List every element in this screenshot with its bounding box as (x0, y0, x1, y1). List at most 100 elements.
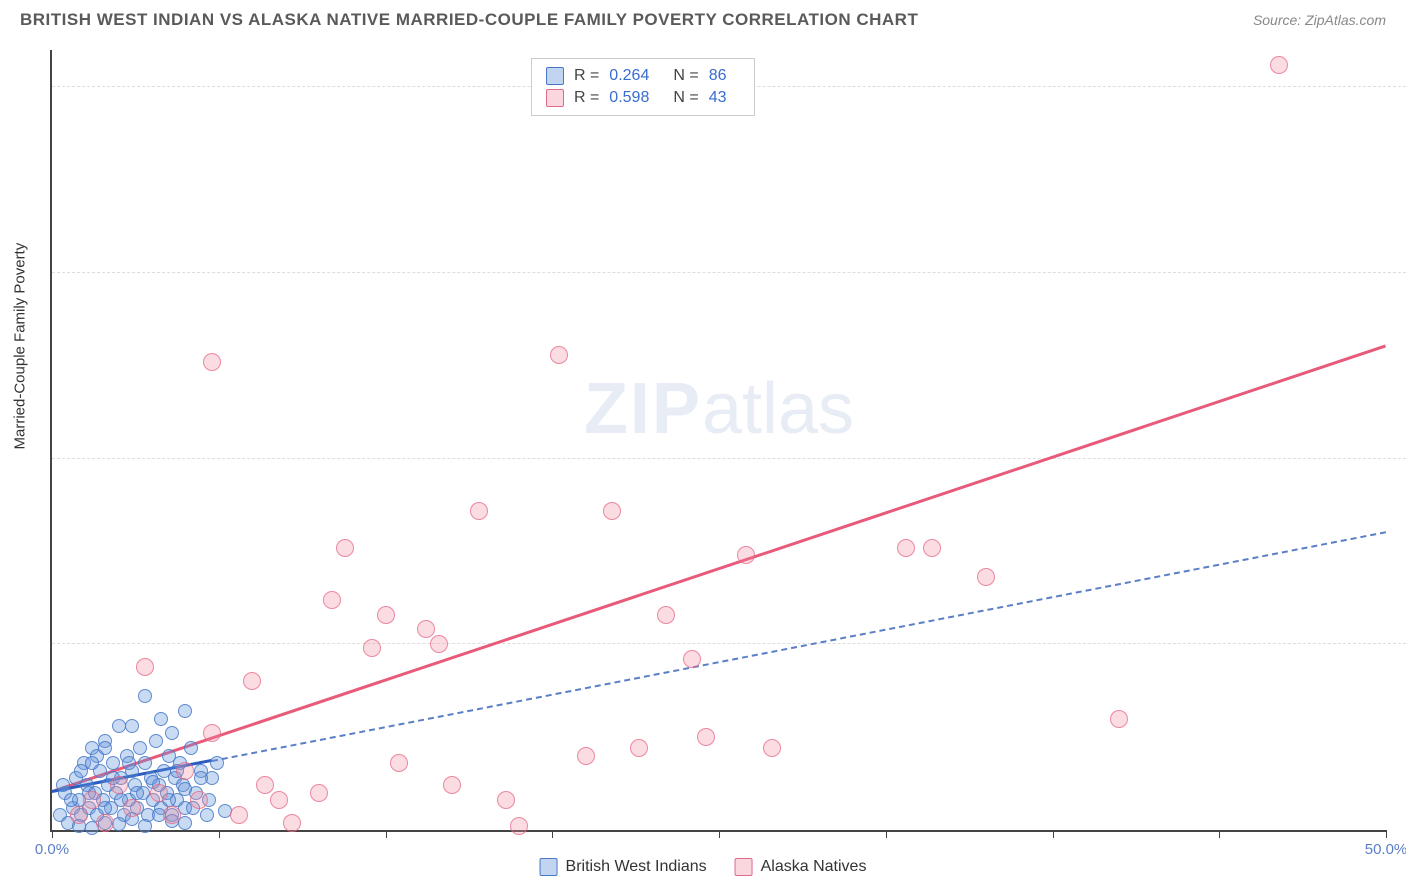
data-point (138, 756, 152, 770)
data-point (417, 620, 435, 638)
stats-row: R = 0.598 N = 43 (546, 87, 741, 109)
data-point (737, 546, 755, 564)
source-attribution: Source: ZipAtlas.com (1253, 12, 1386, 28)
data-point (83, 791, 101, 809)
data-point (133, 741, 147, 755)
swatch-icon (540, 858, 558, 876)
data-point (230, 806, 248, 824)
chart-container: ZIPatlas 25.0%50.0%75.0%100.0%0.0%50.0% … (50, 50, 1386, 832)
watermark: ZIPatlas (584, 368, 854, 450)
data-point (497, 791, 515, 809)
data-point (112, 719, 126, 733)
legend-label: Alaska Natives (761, 858, 867, 876)
data-point (176, 762, 194, 780)
grid-line (52, 643, 1406, 644)
data-point (178, 782, 192, 796)
data-point (184, 741, 198, 755)
data-point (200, 808, 214, 822)
data-point (603, 502, 621, 520)
data-point (657, 606, 675, 624)
legend-label: British West Indians (566, 858, 707, 876)
bottom-legend: British West Indians Alaska Natives (540, 858, 867, 876)
legend-item: British West Indians (540, 858, 707, 876)
data-point (178, 704, 192, 718)
data-point (150, 784, 168, 802)
swatch-icon (546, 89, 564, 107)
data-point (763, 739, 781, 757)
data-point (363, 639, 381, 657)
x-tick (1053, 830, 1054, 838)
stats-legend-box: R = 0.264 N = 86 R = 0.598 N = 43 (531, 58, 756, 116)
data-point (138, 819, 152, 833)
data-point (270, 791, 288, 809)
swatch-icon (735, 858, 753, 876)
data-point (96, 814, 114, 832)
grid-line (52, 272, 1406, 273)
chart-title: BRITISH WEST INDIAN VS ALASKA NATIVE MAR… (20, 10, 918, 30)
data-point (897, 539, 915, 557)
data-point (154, 712, 168, 726)
data-point (110, 776, 128, 794)
data-point (70, 806, 88, 824)
data-point (310, 784, 328, 802)
data-point (203, 724, 221, 742)
x-tick (1219, 830, 1220, 838)
data-point (85, 756, 99, 770)
data-point (98, 741, 112, 755)
x-tick (386, 830, 387, 838)
x-tick (886, 830, 887, 838)
data-point (977, 568, 995, 586)
data-point (106, 756, 120, 770)
data-point (683, 650, 701, 668)
data-point (125, 719, 139, 733)
x-tick-label: 50.0% (1365, 841, 1406, 858)
data-point (56, 778, 70, 792)
data-point (470, 502, 488, 520)
x-tick (219, 830, 220, 838)
data-point (136, 658, 154, 676)
data-point (510, 817, 528, 835)
data-point (697, 728, 715, 746)
data-point (283, 814, 301, 832)
data-point (149, 734, 163, 748)
x-tick-label: 0.0% (35, 841, 69, 858)
data-point (1110, 710, 1128, 728)
y-axis-label: Married-Couple Family Poverty (12, 243, 29, 450)
data-point (138, 689, 152, 703)
data-point (190, 791, 208, 809)
data-point (430, 635, 448, 653)
x-tick (719, 830, 720, 838)
data-point (443, 776, 461, 794)
data-point (630, 739, 648, 757)
data-point (577, 747, 595, 765)
x-tick (52, 830, 53, 838)
data-point (1270, 56, 1288, 74)
x-tick (1386, 830, 1387, 838)
data-point (390, 754, 408, 772)
data-point (336, 539, 354, 557)
data-point (377, 606, 395, 624)
x-tick (552, 830, 553, 838)
plot-area: ZIPatlas 25.0%50.0%75.0%100.0%0.0%50.0% (50, 50, 1386, 832)
data-point (122, 756, 136, 770)
data-point (923, 539, 941, 557)
data-point (256, 776, 274, 794)
data-point (64, 793, 78, 807)
data-point (203, 353, 221, 371)
legend-item: Alaska Natives (735, 858, 867, 876)
trend-line (52, 344, 1387, 793)
data-point (165, 726, 179, 740)
stats-row: R = 0.264 N = 86 (546, 65, 741, 87)
data-point (194, 771, 208, 785)
grid-line (52, 458, 1406, 459)
data-point (123, 799, 141, 817)
data-point (243, 672, 261, 690)
data-point (178, 816, 192, 830)
data-point (550, 346, 568, 364)
trend-line (212, 531, 1386, 762)
data-point (323, 591, 341, 609)
data-point (210, 756, 224, 770)
swatch-icon (546, 67, 564, 85)
data-point (163, 806, 181, 824)
chart-header: BRITISH WEST INDIAN VS ALASKA NATIVE MAR… (0, 0, 1406, 36)
